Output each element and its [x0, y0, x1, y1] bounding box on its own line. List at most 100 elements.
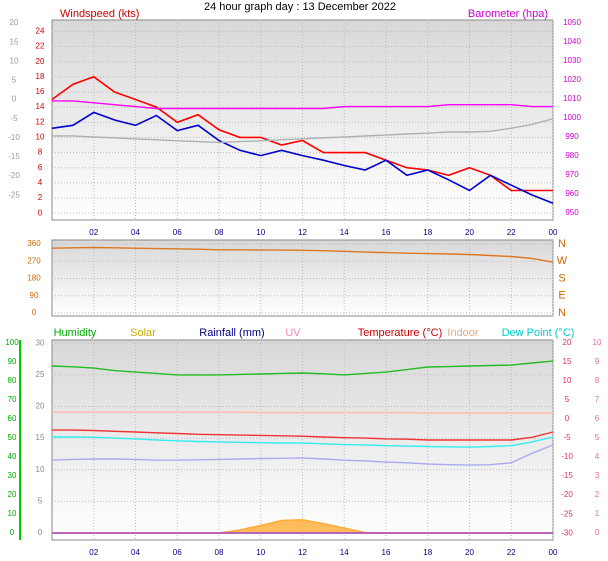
y3-tick-label: -15 [8, 152, 20, 161]
x-tick-label: 06 [173, 548, 182, 557]
y2-tick-label: 5 [565, 395, 570, 404]
y4-tick-label: 3 [595, 471, 600, 480]
x-tick-label: 04 [131, 548, 140, 557]
y-tick-label: 8 [38, 148, 43, 157]
y4-tick-label: 8 [595, 376, 600, 385]
legend-entry: Indoor [447, 327, 479, 339]
y3-tick-label: 5 [38, 497, 43, 506]
y3-tick-label: 15 [36, 433, 45, 442]
y4-tick-label: 0 [595, 528, 600, 537]
y2-tick-label: 1040 [563, 37, 581, 46]
y-axis-label: Windspeed (kts) [60, 8, 139, 20]
line [51, 444, 554, 466]
y-tick-label: 0 [10, 528, 15, 537]
x-tick-label: 10 [256, 548, 265, 557]
y4-tick-label: 9 [595, 357, 600, 366]
x-tick-label: 22 [507, 228, 516, 237]
line [52, 436, 554, 448]
x-tick-label: 14 [340, 548, 349, 557]
line [52, 411, 553, 414]
y2-tick-label: 1000 [563, 113, 581, 122]
y2-tick-label: 990 [565, 132, 579, 141]
y2-tick-label: 1010 [563, 94, 581, 103]
legend-entry: UV [285, 327, 301, 339]
y2-tick-label: -10 [561, 452, 573, 461]
y2-tick-label: -30 [561, 528, 573, 537]
y-tick-label: 20 [8, 490, 17, 499]
x-tick-label: 06 [173, 228, 182, 237]
y-tick-label: 30 [8, 471, 17, 480]
y3-tick-label: -10 [8, 133, 20, 142]
line [51, 111, 554, 205]
y2-tick-label: -5 [563, 433, 571, 442]
y-tick-label: 90 [8, 357, 17, 366]
legend-entry: Solar [130, 327, 156, 339]
y4-tick-label: 6 [595, 414, 600, 423]
y-tick-label: 22 [36, 42, 45, 51]
y3-tick-label: 5 [12, 76, 17, 85]
x-tick-label: 18 [423, 228, 432, 237]
legend-entry: Humidity [54, 327, 97, 339]
x-tick-label: 02 [89, 548, 98, 557]
y-tick-label: 18 [36, 72, 45, 81]
y2-tick-label: 10 [563, 376, 572, 385]
chart-title: 24 hour graph day : 13 December 2022 [204, 1, 396, 13]
y3-tick-label: 20 [10, 18, 19, 27]
y2-tick-label: 970 [565, 170, 579, 179]
y4-tick-label: 5 [595, 433, 600, 442]
legend-entry: Dew Point (°C) [502, 327, 575, 339]
x-tick-label: 12 [298, 228, 307, 237]
y4-tick-label: 1 [595, 509, 600, 518]
line [52, 118, 554, 144]
y3-tick-label: -25 [8, 190, 20, 199]
y-tick-label: 50 [8, 433, 17, 442]
y-tick-label: 60 [8, 414, 17, 423]
y-tick-label: 12 [36, 117, 45, 126]
y3-tick-label: 10 [10, 56, 19, 65]
y2-tick-label: 15 [563, 357, 572, 366]
y-tick-label: 360 [27, 239, 41, 248]
y2-tick-label: 1030 [563, 56, 581, 65]
y3-tick-label: 15 [10, 37, 19, 46]
y-tick-label: 100 [5, 338, 19, 347]
x-tick-label: 08 [215, 548, 224, 557]
y2-tick-label: -20 [561, 490, 573, 499]
plot-area [51, 239, 554, 317]
y2-tick-label: 960 [565, 189, 579, 198]
y2-tick-label: 1020 [563, 75, 581, 84]
y2-tick-label: 950 [565, 208, 579, 217]
y-tick-label: 24 [36, 26, 45, 35]
x-tick-label: 16 [382, 548, 391, 557]
legend-entry: Rainfall (mm) [199, 327, 264, 339]
y3-tick-label: 0 [38, 528, 43, 537]
y3-tick-label: -5 [10, 114, 18, 123]
y2-tick-label: 20 [563, 338, 572, 347]
y2-tick-label: S [558, 272, 565, 284]
y-tick-label: 10 [36, 133, 45, 142]
y3-tick-label: 10 [36, 465, 45, 474]
line [52, 100, 553, 110]
y-tick-label: 14 [36, 102, 45, 111]
y-tick-label: 4 [38, 178, 43, 187]
y-tick-label: 10 [8, 509, 17, 518]
y-tick-label: 180 [27, 274, 41, 283]
x-tick-label: 00 [549, 548, 558, 557]
x-tick-label: 20 [465, 548, 474, 557]
y4-tick-label: 4 [595, 452, 600, 461]
y3-tick-label: 20 [36, 402, 45, 411]
y2-tick-label: 0 [565, 414, 570, 423]
x-tick-label: 00 [549, 228, 558, 237]
y2-tick-label: N [558, 307, 566, 319]
x-tick-label: 12 [298, 548, 307, 557]
y4-tick-label: 2 [595, 490, 600, 499]
x-tick-label: 20 [465, 228, 474, 237]
y4-tick-label: 7 [595, 395, 600, 404]
y-tick-label: 90 [30, 291, 39, 300]
y-tick-label: 270 [27, 256, 41, 265]
y-tick-label: 80 [8, 376, 17, 385]
y3-tick-label: -20 [8, 171, 20, 180]
x-tick-label: 16 [382, 228, 391, 237]
y2-axis-label: Barometer (hpa) [468, 8, 548, 20]
line [51, 360, 554, 376]
y-tick-label: 0 [32, 308, 37, 317]
